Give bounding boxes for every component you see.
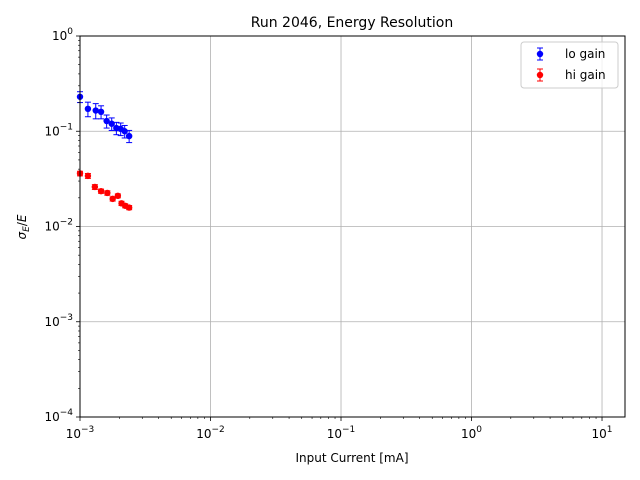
data-point [109,195,116,203]
chart-title: Run 2046, Energy Resolution [251,15,453,31]
legend[interactable]: lo gain hi gain [520,41,619,89]
data-point [91,183,99,191]
legend-box [520,41,619,89]
data-point [92,107,99,114]
data-point [108,120,115,127]
data-point [103,117,110,125]
legend-marker [536,71,544,79]
legend-marker [536,50,544,58]
legend-label: hi gain [565,68,606,82]
x-tick-label: 101 [592,425,613,441]
data-point [84,172,92,180]
x-axis: 10−3 10−2 10−1 100 101 [66,417,613,441]
x-tick-label: 10−2 [196,425,225,441]
x-tick-label: 100 [461,425,482,441]
data-point [97,187,105,195]
x-tick-label: 10−3 [66,425,95,441]
y-tick-label: 100 [52,27,73,43]
data-point [84,105,92,113]
data-point [114,192,122,200]
y-tick-label: 10−3 [44,313,73,329]
y-tick-label: 10−4 [44,408,73,424]
y-tick-label: 10−1 [44,122,73,138]
y-axis: 10−4 10−3 10−2 10−1 100 [44,27,80,424]
data-point [125,204,133,211]
data-point [104,189,111,197]
data-point [121,128,128,135]
x-tick-label: 10−1 [327,425,356,441]
y-tick-label: 10−2 [44,218,73,234]
data-point [125,132,133,140]
legend-label: lo gain [565,47,605,61]
y-axis-label: σE/E [15,214,32,239]
data-point [97,108,105,116]
x-axis-label: Input Current [mA] [295,451,408,465]
